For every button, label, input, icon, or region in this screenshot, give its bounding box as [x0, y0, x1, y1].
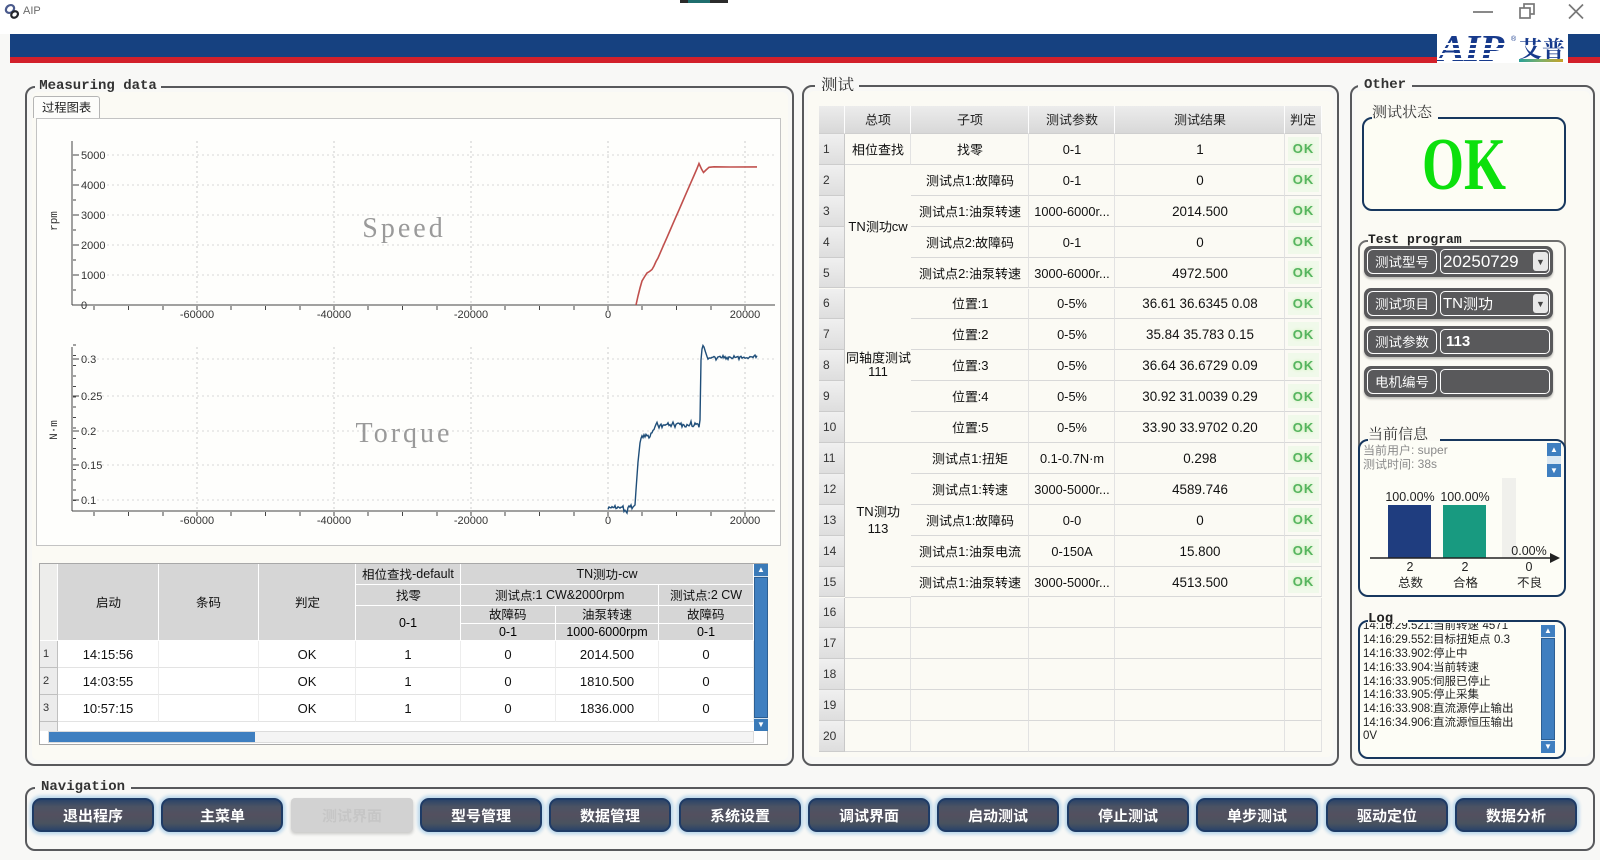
svg-text:Speed: Speed: [362, 213, 445, 244]
svg-text:-20000: -20000: [454, 309, 488, 321]
svg-text:-20000: -20000: [454, 515, 488, 527]
svg-text:0.15: 0.15: [81, 460, 102, 472]
svg-text:0: 0: [605, 515, 611, 527]
svg-text:20000: 20000: [730, 309, 761, 321]
svg-text:4000: 4000: [81, 180, 105, 192]
svg-text:20000: 20000: [730, 515, 761, 527]
svg-text:2000: 2000: [81, 240, 105, 252]
svg-text:-40000: -40000: [317, 309, 351, 321]
svg-text:-60000: -60000: [180, 309, 214, 321]
svg-text:-40000: -40000: [317, 515, 351, 527]
svg-text:0: 0: [81, 300, 87, 312]
svg-text:3000: 3000: [81, 210, 105, 222]
svg-text:0: 0: [605, 309, 611, 321]
svg-text:1000: 1000: [81, 270, 105, 282]
svg-text:0.3: 0.3: [81, 354, 96, 366]
svg-text:0.1: 0.1: [81, 495, 96, 507]
svg-text:Torque: Torque: [356, 418, 453, 449]
svg-text:0.2: 0.2: [81, 426, 96, 438]
svg-text:0.25: 0.25: [81, 391, 102, 403]
svg-text:-60000: -60000: [180, 515, 214, 527]
svg-text:5000: 5000: [81, 150, 105, 162]
